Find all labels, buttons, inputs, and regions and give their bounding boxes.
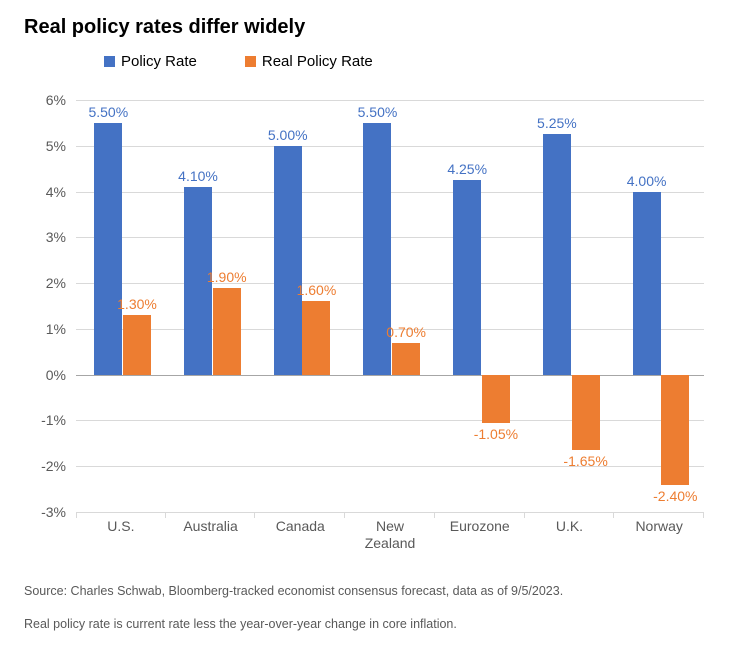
y-axis-label: -2%	[41, 458, 66, 474]
real-bar	[302, 301, 330, 374]
category-group: 5.00% 1.60%	[255, 70, 345, 542]
legend-swatch-policy	[104, 56, 115, 67]
policy-value-label: 5.25%	[537, 115, 577, 131]
category-group: 5.50% 1.30%	[76, 70, 166, 542]
real-bar	[213, 288, 241, 375]
category-group: 5.50% 0.70%	[345, 70, 435, 542]
category-group: 4.25% -1.05%	[435, 70, 525, 542]
x-axis-label: U.K.	[525, 518, 615, 552]
y-axis-label: 4%	[46, 184, 66, 200]
policy-bar	[274, 146, 302, 375]
legend-swatch-real	[245, 56, 256, 67]
policy-value-label: 5.50%	[88, 104, 128, 120]
real-bar	[123, 315, 151, 375]
policy-bar	[633, 192, 661, 375]
y-axis-label: 1%	[46, 321, 66, 337]
real-value-label: 1.90%	[207, 269, 247, 285]
source-text: Source: Charles Schwab, Bloomberg-tracke…	[24, 584, 563, 598]
x-axis-label: Norway	[614, 518, 704, 552]
real-bar	[482, 375, 510, 423]
x-axis-label: NewZealand	[345, 518, 435, 552]
x-axis-label: Australia	[166, 518, 256, 552]
policy-value-label: 5.00%	[268, 127, 308, 143]
real-value-label: 0.70%	[386, 324, 426, 340]
x-axis-label: Canada	[255, 518, 345, 552]
x-axis-label: Eurozone	[435, 518, 525, 552]
legend: Policy Rate Real Policy Rate	[24, 53, 716, 70]
policy-value-label: 5.50%	[358, 104, 398, 120]
policy-value-label: 4.10%	[178, 168, 218, 184]
real-value-label: -2.40%	[653, 488, 697, 504]
chart-area: -3% -2% -1% 0% 1% 2% 3% 4% 5% 6% 5.50% 1.30% 4.10% 1…	[24, 70, 714, 542]
plot-area: 5.50% 1.30% 4.10% 1.90% 5.00% 1.60% 5.50% 0.70%…	[76, 70, 704, 542]
y-axis-label: -1%	[41, 412, 66, 428]
y-axis-label: 2%	[46, 275, 66, 291]
y-axis-label: 0%	[46, 367, 66, 383]
legend-label-real: Real Policy Rate	[262, 53, 373, 70]
legend-item-real: Real Policy Rate	[245, 53, 373, 70]
real-value-label: -1.05%	[474, 426, 518, 442]
legend-label-policy: Policy Rate	[121, 53, 197, 70]
y-axis-label: 6%	[46, 92, 66, 108]
real-value-label: 1.30%	[117, 296, 157, 312]
note-text: Real policy rate is current rate less th…	[24, 617, 457, 631]
real-bar	[661, 375, 689, 485]
policy-value-label: 4.25%	[447, 161, 487, 177]
category-group: 4.10% 1.90%	[166, 70, 256, 542]
category-group: 4.00% -2.40%	[614, 70, 704, 542]
y-axis-label: -3%	[41, 504, 66, 520]
x-axis-label: U.S.	[76, 518, 166, 552]
real-value-label: 1.60%	[297, 282, 337, 298]
real-value-label: -1.65%	[563, 453, 607, 469]
policy-bar	[94, 123, 122, 375]
legend-item-policy: Policy Rate	[104, 53, 197, 70]
y-axis-label: 5%	[46, 138, 66, 154]
real-bar	[392, 343, 420, 375]
category-group: 5.25% -1.65%	[525, 70, 615, 542]
policy-bar	[453, 180, 481, 375]
y-axis-label: 3%	[46, 229, 66, 245]
policy-value-label: 4.00%	[627, 173, 667, 189]
policy-bar	[543, 134, 571, 374]
real-bar	[572, 375, 600, 451]
chart-title: Real policy rates differ widely	[24, 16, 716, 39]
